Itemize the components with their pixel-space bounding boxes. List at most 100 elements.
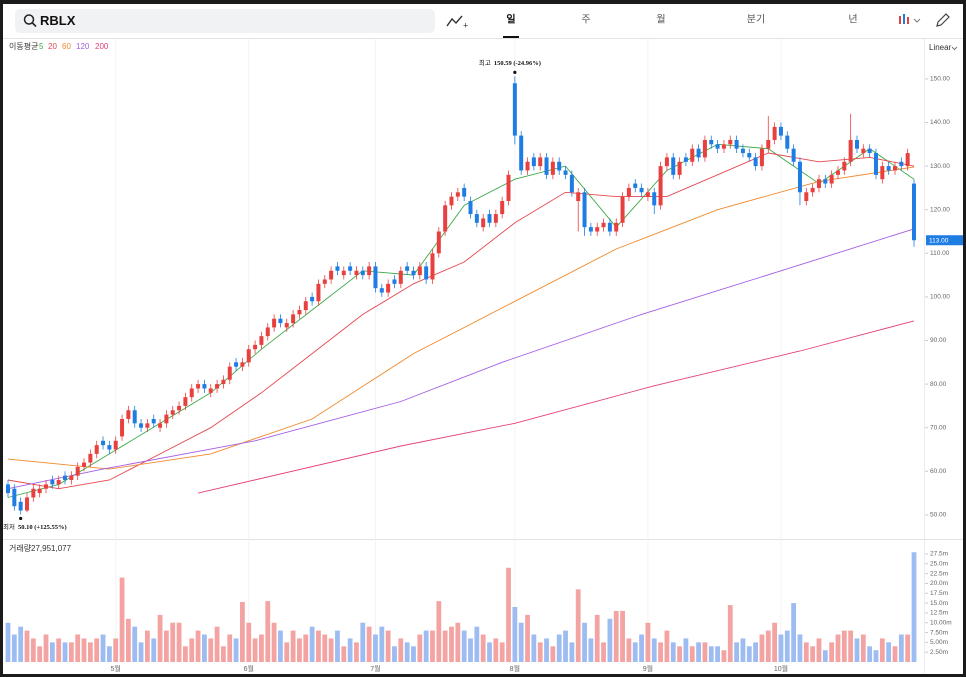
volume-bar — [436, 601, 442, 662]
candle-body — [848, 139, 853, 162]
candle-body — [272, 318, 277, 328]
volume-bar — [670, 642, 676, 662]
candle-body — [386, 283, 391, 293]
candle-body — [398, 270, 403, 284]
search-box[interactable] — [15, 9, 435, 33]
volume-bar — [822, 650, 828, 662]
candle-body — [69, 475, 74, 481]
candle-body — [734, 139, 739, 149]
volume-bar — [734, 642, 740, 662]
volume-tick-label: 27.5m — [930, 551, 948, 558]
candle-body — [690, 148, 695, 162]
y-tick-label: 50.00 — [930, 512, 947, 519]
y-tick-label: 140.00 — [930, 119, 950, 126]
volume-bar — [506, 567, 511, 662]
volume-bar — [113, 638, 119, 662]
candle-body — [576, 192, 581, 201]
volume-bar — [11, 634, 17, 662]
candle-body — [278, 318, 283, 324]
period-tab[interactable]: 분기 — [747, 14, 765, 26]
candle-body — [747, 153, 752, 158]
volume-bar — [550, 646, 556, 662]
draw-icon[interactable] — [936, 13, 950, 27]
candle-body — [677, 161, 682, 175]
volume-bar — [81, 638, 87, 662]
volume-bar — [189, 638, 195, 662]
compare-icon[interactable] — [446, 15, 463, 27]
extreme-dot — [19, 516, 23, 521]
candle-body — [164, 414, 169, 424]
volume-bar — [411, 646, 416, 662]
volume-tick-label: 5.00m — [930, 639, 948, 646]
x-tick-label: 9월 — [643, 664, 653, 673]
volume-bar — [531, 634, 537, 662]
candle-body — [234, 362, 239, 367]
candle-body — [291, 314, 296, 324]
volume-bar — [62, 642, 68, 662]
candle-body — [569, 174, 574, 193]
candle-body — [468, 200, 473, 215]
candle-icon[interactable] — [899, 16, 901, 24]
x-tick-label: 7월 — [370, 664, 380, 673]
volume-bar — [442, 630, 448, 662]
volume-bar — [163, 630, 169, 662]
candle-body — [899, 161, 904, 167]
candle-body — [759, 148, 764, 167]
extreme-prefix: 최고 — [479, 58, 491, 67]
volume-bar — [392, 646, 397, 662]
candle-body — [145, 423, 150, 428]
candle-body — [25, 497, 30, 511]
ma-legend-item: 5 — [39, 42, 44, 51]
candle-body — [126, 410, 131, 419]
volume-bar — [335, 630, 340, 662]
volume-bar — [683, 638, 689, 662]
volume-bar — [525, 614, 530, 662]
volume-bar — [182, 646, 188, 662]
volume-bar — [398, 638, 404, 662]
candle-body — [829, 174, 834, 184]
candle-body — [912, 183, 916, 241]
candle-body — [487, 214, 492, 223]
candle-body — [873, 153, 878, 175]
volume-bar — [354, 642, 359, 662]
period-tab[interactable]: 월 — [656, 14, 665, 26]
candle-body — [816, 179, 821, 188]
x-tick-label: 5월 — [111, 664, 121, 673]
volume-bar — [784, 630, 790, 662]
candle-body — [886, 166, 891, 171]
candle-body — [208, 388, 213, 393]
candle-body — [512, 83, 517, 136]
candle-body — [823, 179, 828, 184]
period-tab[interactable]: 주 — [581, 15, 590, 26]
candle-body — [740, 148, 745, 154]
volume-bar — [430, 630, 435, 662]
y-tick-label: 70.00 — [930, 424, 947, 431]
volume-tick-label: 20.0m — [930, 580, 948, 587]
scale-selector[interactable]: Linear — [929, 43, 952, 52]
candle-body — [18, 501, 23, 511]
volume-bar — [702, 642, 708, 662]
candle-body — [506, 174, 511, 201]
period-tab[interactable]: 년 — [848, 14, 857, 26]
volume-tick-label: 2.50m — [930, 649, 948, 656]
volume-bar — [715, 646, 720, 662]
volume-tick-label: 22.5m — [930, 570, 948, 577]
candle-body — [253, 344, 258, 350]
ma-legend-item: 120 — [76, 42, 90, 51]
period-tab[interactable]: 일 — [506, 13, 515, 26]
candle-body — [702, 139, 707, 158]
moving-average-line — [197, 320, 915, 494]
moving-average-line — [7, 228, 915, 490]
volume-bar — [202, 634, 207, 662]
volume-bar — [810, 646, 816, 662]
volume-bar — [316, 630, 321, 662]
volume-tick-label: 15.0m — [930, 600, 948, 607]
candle-body — [595, 227, 600, 232]
volume-bar — [100, 634, 106, 662]
volume-bar — [278, 630, 283, 662]
candle-body — [348, 266, 353, 271]
volume-bar — [607, 618, 613, 662]
candle-body — [443, 205, 448, 232]
y-tick-label: 80.00 — [930, 381, 947, 388]
volume-bar — [297, 638, 302, 662]
